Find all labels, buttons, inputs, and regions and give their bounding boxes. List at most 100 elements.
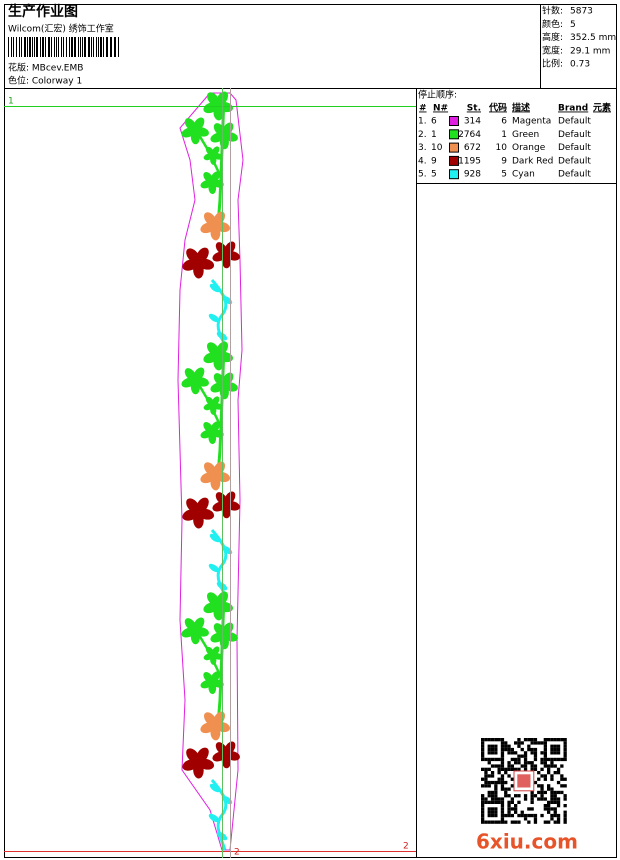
qr-module	[556, 747, 561, 752]
qr-module	[494, 751, 498, 755]
qr-module	[504, 747, 508, 752]
qr-module	[556, 804, 561, 808]
qr-module	[487, 780, 491, 785]
qr-module	[560, 790, 564, 795]
needle: 6	[431, 117, 437, 127]
stat-label: 高度:	[542, 31, 563, 43]
qr-module	[490, 813, 495, 818]
qr-module	[530, 800, 534, 804]
qr-module	[514, 794, 518, 798]
qr-module	[537, 741, 541, 745]
qr-module	[487, 761, 491, 765]
qr-module	[533, 780, 538, 785]
qr-module	[530, 738, 534, 742]
qr-module	[530, 741, 534, 745]
qr-module	[547, 738, 551, 742]
qr-module	[497, 820, 501, 824]
qr-module	[487, 820, 491, 824]
stat-value: 5	[570, 20, 576, 30]
qr-module	[507, 794, 511, 798]
colorway: 色位: Colorway 1	[8, 75, 82, 87]
qr-module	[490, 744, 495, 748]
qr-module	[500, 820, 505, 824]
qr-module	[523, 767, 528, 771]
qr-module	[563, 813, 567, 818]
qr-module	[514, 741, 518, 745]
qr-module	[517, 813, 521, 818]
bar	[61, 37, 62, 57]
qr-module	[490, 751, 495, 755]
flower-center	[210, 152, 216, 158]
stat-label: 针数:	[542, 5, 563, 17]
qr-module	[481, 820, 485, 824]
leaf	[209, 533, 221, 543]
bar	[58, 37, 59, 57]
needle: 10	[431, 143, 443, 153]
qr-module	[547, 810, 551, 814]
qr-module	[543, 751, 547, 755]
qr-module	[540, 787, 544, 791]
row-index: 4.	[418, 156, 427, 166]
qr-module	[530, 790, 534, 795]
leaf	[208, 313, 220, 323]
qr-module	[543, 774, 547, 778]
qr-module	[527, 738, 531, 742]
qr-module	[550, 813, 554, 818]
qr-module	[533, 741, 538, 745]
stat-value: 352.5 mm	[570, 33, 616, 43]
qr-module	[550, 744, 554, 748]
qr-module	[487, 757, 491, 762]
qr-module	[510, 813, 514, 818]
bar	[69, 37, 70, 57]
qr-module	[504, 771, 508, 775]
qr-module	[520, 810, 524, 814]
qr-module	[540, 774, 544, 778]
qr-module	[547, 757, 551, 762]
stop-sequence-title: 停止顺序:	[418, 89, 457, 101]
bar	[21, 37, 22, 57]
qr-module	[490, 780, 495, 785]
qr-module	[533, 747, 538, 752]
qr-module	[514, 810, 518, 814]
qr-module	[550, 777, 554, 781]
qr-module	[481, 767, 485, 771]
qr-module	[481, 794, 485, 798]
flower-center	[222, 500, 230, 508]
qr-module	[560, 757, 564, 762]
qr-module	[487, 751, 491, 755]
qr-module	[487, 794, 491, 798]
leaf	[221, 295, 233, 305]
bar	[45, 37, 46, 57]
qr-module	[556, 751, 561, 755]
qr-module	[543, 820, 547, 824]
qr-module	[507, 747, 511, 752]
qr-module	[481, 807, 485, 811]
qr-module	[547, 784, 551, 788]
flower-center	[213, 350, 223, 360]
qr-module	[533, 820, 538, 824]
qr-module	[500, 787, 505, 791]
qr-module	[500, 757, 505, 762]
qr-module	[537, 790, 541, 795]
flower-center	[222, 750, 230, 758]
description: Dark Red	[512, 156, 553, 166]
qr-module	[537, 797, 541, 801]
qr-module	[527, 820, 531, 824]
qr-module	[530, 807, 534, 811]
description: Magenta	[512, 117, 551, 127]
qr-module	[533, 794, 538, 798]
bar	[19, 37, 20, 57]
qr-module	[487, 738, 491, 742]
qr-module	[484, 780, 488, 785]
bar	[48, 37, 50, 57]
brand: Default	[558, 130, 591, 140]
qr-module	[563, 820, 567, 824]
qr-module	[550, 807, 554, 811]
qr-module	[540, 741, 544, 745]
bar	[106, 37, 108, 57]
row-index: 3.	[418, 143, 427, 153]
qr-module	[550, 790, 554, 795]
qr-module	[547, 804, 551, 808]
column-header: #	[419, 104, 427, 114]
